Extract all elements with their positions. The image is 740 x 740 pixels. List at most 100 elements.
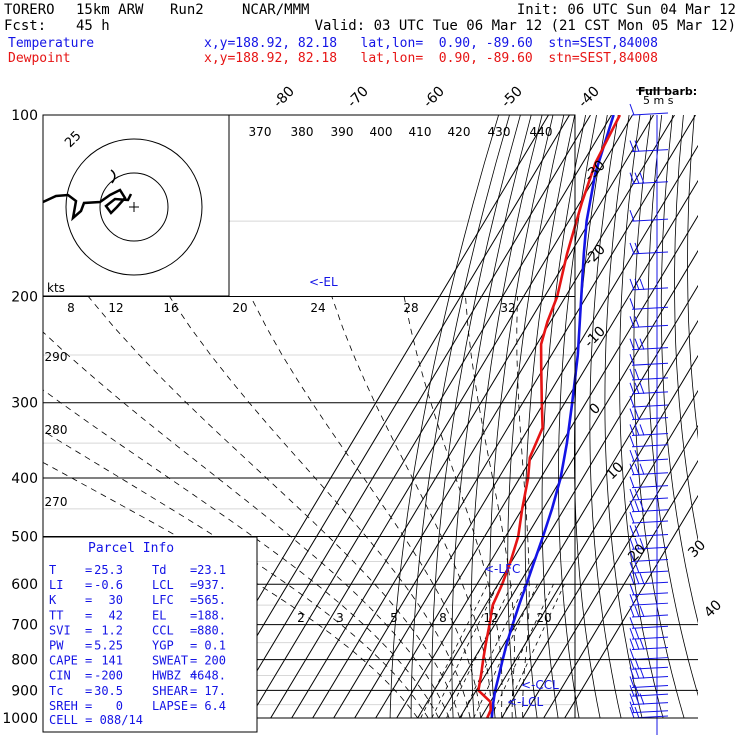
- moist-adiabat-30: [403, 296, 503, 719]
- wind-barbs: [629, 103, 669, 735]
- wind-barb-flag: [634, 408, 640, 420]
- parcel-cell: YGP: [152, 639, 174, 653]
- parcel-cell: 188.: [197, 608, 226, 622]
- wind-barb-flag: [639, 667, 645, 679]
- mixing-ratio-label: 3: [336, 611, 344, 625]
- wind-barb-shaft: [631, 614, 669, 618]
- parcel-cell: =: [190, 593, 197, 607]
- parcel-cell: SVI: [49, 623, 71, 637]
- isotherm-label: 30: [685, 537, 709, 561]
- isotherm--70: [291, 115, 654, 719]
- wind-barb-flag: [629, 103, 635, 116]
- lcl-annotation: <-LCL: [507, 695, 543, 709]
- pressure-label-500: 500: [11, 529, 38, 545]
- wind-barb: [629, 408, 669, 421]
- wind-barb-shaft: [631, 546, 669, 550]
- wind-barb: [629, 278, 669, 291]
- parcel-cell: 4648.: [190, 669, 226, 683]
- parcel-cell: HWBZ: [152, 669, 181, 683]
- wind-barb-shaft: [631, 666, 669, 670]
- wind-barb-flag: [639, 382, 645, 394]
- parcel-cell: 30.5: [94, 684, 123, 698]
- theta-label: 440: [530, 125, 553, 139]
- wind-barb-flag: [629, 395, 635, 408]
- wind-barb: [629, 316, 669, 328]
- parcel-cell: LCL: [152, 578, 174, 592]
- parcel-cell: LI: [49, 578, 63, 592]
- isotherm--10: [417, 249, 698, 719]
- parcel-cell: =: [85, 623, 92, 637]
- wind-barb-flag: [629, 242, 635, 255]
- model-name: TORERO: [4, 2, 55, 18]
- wind-barb-flag: [629, 488, 635, 501]
- parcel-cell: PW: [49, 639, 64, 653]
- pressure-label-100: 100: [11, 108, 38, 124]
- wind-barb: [629, 435, 669, 448]
- wind-barb-flag: [629, 278, 635, 291]
- parcel-cell: =: [85, 654, 92, 668]
- hodograph-hook: [110, 169, 116, 184]
- wind-barb-flag: [634, 638, 640, 650]
- wind-barb-flag: [639, 538, 645, 550]
- theta-label: 280: [45, 423, 68, 437]
- wind-barb: [629, 463, 669, 476]
- wind-barb: [629, 667, 669, 680]
- isotherm-0: [438, 284, 698, 719]
- wind-barb: [629, 676, 669, 688]
- wind-barb-shaft: [631, 509, 669, 513]
- wind-barb: [629, 617, 669, 629]
- wind-barb-flag: [634, 500, 640, 512]
- wind-barb-shaft: [631, 702, 669, 706]
- isotherm-label: -80: [270, 83, 297, 110]
- wind-barb-shaft: [631, 636, 669, 640]
- model-resolution: 15km ARW: [76, 2, 144, 18]
- wind-barb: [629, 605, 669, 618]
- hodo-speed-label: 8: [67, 301, 75, 315]
- parcel-cell: Tc: [49, 684, 63, 698]
- wind-barb-flag: [634, 463, 640, 475]
- moist-adiabat-0: [43, 389, 440, 719]
- wind-barb-flag: [634, 449, 640, 462]
- wind-barb-flag: [634, 368, 640, 381]
- wind-barb-flag: [634, 242, 640, 255]
- wind-barb-flag: [629, 408, 635, 420]
- parcel-cell: 1.2: [101, 623, 123, 637]
- dry-adiabat-370: [604, 115, 643, 719]
- hodograph-trace: [42, 188, 133, 222]
- wind-barb-shaft: [631, 570, 669, 574]
- wind-barb-flag: [629, 298, 635, 310]
- parcel-cell: LAPSE: [152, 699, 188, 713]
- parcel-cell: 25.3: [94, 563, 123, 577]
- hodo-speed-label: 12: [108, 301, 123, 315]
- dry-adiabat-360: [589, 115, 622, 719]
- wind-barb-flag: [639, 605, 645, 618]
- wind-barb: [629, 638, 669, 651]
- isotherm-30: [501, 389, 698, 719]
- parcel-cell: =: [190, 578, 197, 592]
- wind-barb-flag: [629, 338, 635, 350]
- theta-label: 430: [488, 125, 511, 139]
- wind-barb-flag: [629, 561, 635, 574]
- parcel-cell-motion: CELL = 088/14: [49, 713, 143, 727]
- moist-adiabat-15: [169, 296, 471, 719]
- wind-barb-shaft: [631, 647, 669, 651]
- wind-barb-shaft: [631, 324, 669, 328]
- dry-adiabat-460: [725, 115, 740, 718]
- wind-barb-shaft: [631, 287, 669, 291]
- isotherm-label: -40: [575, 83, 602, 110]
- wind-barb-flag: [634, 278, 640, 291]
- moist-adiabat-20: [250, 296, 482, 719]
- isotherm--90: [249, 115, 612, 719]
- parcel-cell: =: [190, 563, 197, 577]
- dry-adiabat-400: [647, 115, 698, 697]
- wind-barb-flag: [629, 525, 635, 537]
- wind-barb: [629, 103, 669, 116]
- wind-barb-shaft: [631, 581, 669, 585]
- parcel-cell: 5.25: [94, 639, 123, 653]
- theta-label: 380: [291, 125, 314, 139]
- wind-barb: [629, 424, 669, 436]
- lfc-annotation: <-LFC: [484, 562, 520, 576]
- isotherm-40: [522, 424, 698, 719]
